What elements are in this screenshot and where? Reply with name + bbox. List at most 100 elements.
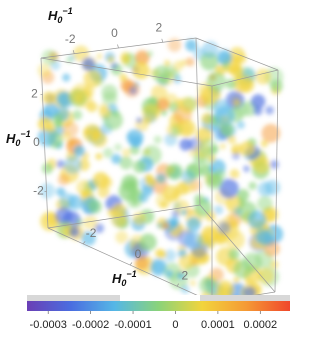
tick-label: 2	[182, 268, 189, 282]
volume-blob	[165, 269, 174, 278]
volume-blob	[261, 123, 281, 143]
volume-blob	[42, 91, 56, 105]
volume-blob	[178, 96, 196, 115]
colorbar-tick-label: 0.0001	[201, 319, 235, 331]
axis-label: H0−1	[112, 269, 137, 288]
volume-blob	[178, 254, 194, 270]
volume-blob	[39, 183, 55, 199]
volume-blob	[214, 105, 235, 126]
axis-label: H0−1	[48, 6, 73, 25]
volume-blob	[171, 209, 180, 218]
volume-blob	[255, 68, 271, 85]
volume-blob	[233, 276, 240, 284]
colorbar: -0.0003 -0.0002 -0.0001 0 0.0001 0.0002	[27, 295, 290, 331]
box-edge	[195, 37, 201, 206]
volume-blob	[95, 152, 103, 161]
volume-blob	[184, 231, 204, 251]
volume-blob	[138, 192, 149, 203]
volume-blob	[250, 94, 266, 109]
volume-blob	[37, 63, 52, 78]
axis-label-sup: −1	[62, 6, 72, 16]
volume-blob	[118, 181, 139, 201]
tick-mark	[82, 241, 86, 245]
volume-blob	[41, 49, 58, 66]
volume-blob	[239, 77, 255, 93]
volume-blob	[180, 209, 188, 216]
box-edge	[199, 204, 276, 293]
axis-label-base: H	[48, 8, 58, 23]
volume-blob	[269, 159, 279, 169]
volume-blob	[40, 211, 60, 232]
volume-blob	[107, 55, 115, 63]
volume-blob	[256, 230, 273, 246]
volume-blob	[62, 73, 71, 82]
colorbar-tick-label: 0.0002	[243, 319, 277, 331]
volume-blob	[179, 138, 192, 151]
volume-blob	[72, 109, 83, 121]
tick-label: 0	[135, 247, 142, 261]
volume-blob	[180, 285, 190, 294]
volume-blob	[132, 61, 150, 80]
volume-blob	[136, 117, 143, 124]
tick-mark	[129, 262, 133, 266]
volume-blob	[206, 71, 227, 92]
volume-blob	[102, 147, 114, 159]
volume-blob	[88, 199, 103, 214]
volume-blob	[233, 99, 240, 106]
tick-mark	[176, 283, 180, 287]
volume-blob	[69, 226, 80, 238]
volume-blob	[142, 103, 160, 122]
volume-blob	[130, 198, 139, 206]
volume-blob	[213, 205, 224, 215]
volume-blob	[132, 212, 146, 226]
volume-blob	[130, 135, 143, 148]
volume-blob	[134, 50, 150, 65]
colorbar-gradient	[27, 301, 290, 311]
volume-blob	[132, 160, 146, 174]
axis-label: H0−1	[6, 129, 31, 148]
colorbar-tick-label: -0.0002	[72, 319, 109, 331]
volume-blob	[257, 267, 275, 285]
volume-blob	[167, 38, 182, 52]
volume-blob	[65, 56, 73, 64]
volume-blob	[219, 178, 239, 199]
volume-blob	[55, 207, 73, 225]
volume-blob	[46, 123, 56, 133]
volume-blob	[112, 203, 127, 218]
volume-blob	[217, 221, 231, 235]
volume-blob	[260, 139, 269, 148]
colorbar-tick-label: -0.0003	[30, 319, 67, 331]
volume-blob	[243, 165, 250, 173]
volume-blob	[60, 130, 71, 141]
volume-blob	[231, 147, 239, 155]
volume-blob	[270, 79, 283, 93]
volume-blob	[107, 208, 116, 217]
volume-blob	[181, 170, 196, 184]
volume-blob	[51, 114, 63, 126]
volume-blob	[225, 230, 245, 250]
volume-blob	[177, 271, 185, 280]
volume-blob	[41, 162, 53, 174]
volume-blob	[96, 53, 103, 60]
volume-blob	[189, 279, 197, 287]
volume-blob	[199, 138, 218, 156]
volume-blob	[257, 195, 273, 212]
volume-blob	[86, 101, 98, 113]
volume-blob	[265, 105, 274, 115]
axis-label-sub: 0	[15, 138, 20, 148]
volume-blob	[185, 39, 198, 52]
volume-blob	[229, 169, 240, 179]
volume-blob	[164, 133, 178, 147]
volume-blob	[160, 109, 168, 116]
volume-blob	[144, 173, 154, 183]
volume-blob	[146, 50, 154, 58]
volume-blob	[156, 98, 170, 111]
volume-blob	[169, 216, 179, 227]
tick-label: 2	[31, 87, 38, 101]
volume-rendering	[37, 38, 284, 308]
volume-blob	[75, 218, 84, 226]
volume-blob	[92, 171, 110, 189]
volume-blob	[128, 86, 138, 95]
volume-blob	[205, 172, 223, 191]
box-edge	[40, 57, 213, 87]
